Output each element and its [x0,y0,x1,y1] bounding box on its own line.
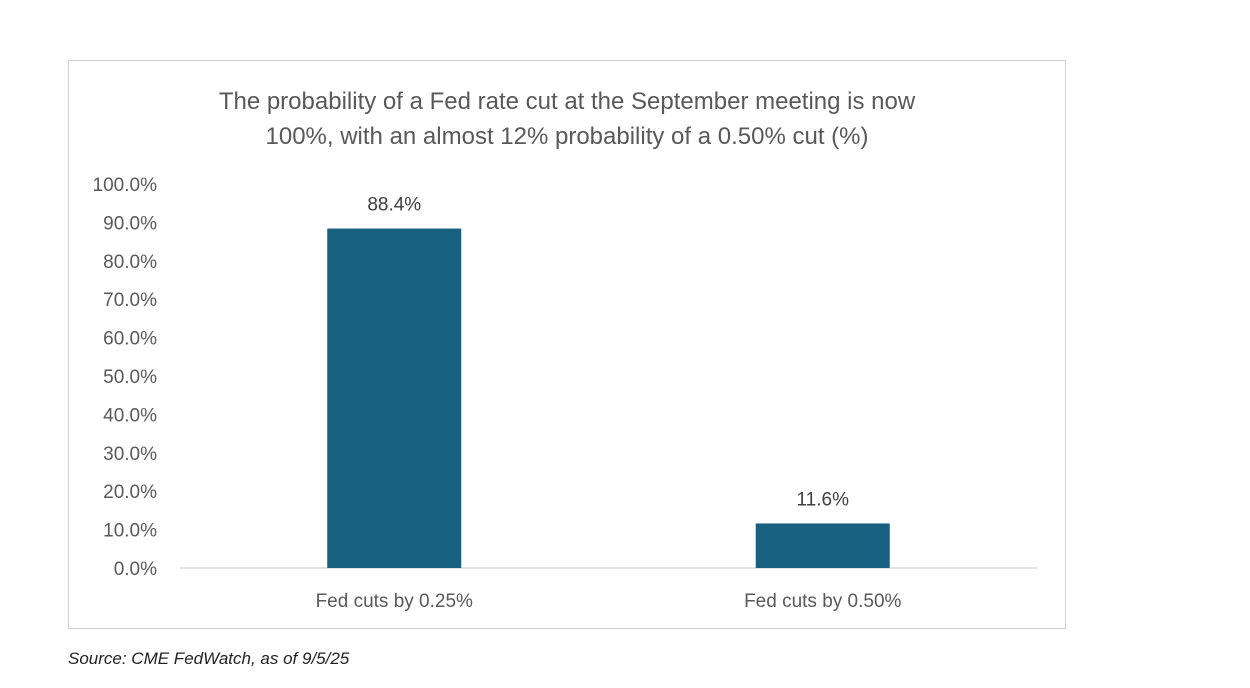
y-tick-label: 10.0% [103,521,157,542]
data-label: 88.4% [367,195,421,216]
chart-title-line-1: The probability of a Fed rate cut at the… [218,88,916,115]
y-tick-label: 50.0% [103,367,157,388]
chart-title: The probability of a Fed rate cut at the… [68,84,1066,154]
source-note: Source: CME FedWatch, as of 9/5/25 [68,649,350,668]
y-tick-label: 0.0% [114,559,157,580]
x-tick-label: Fed cuts by 0.25% [316,591,473,612]
bar [327,228,462,568]
y-tick-label: 60.0% [103,329,157,350]
chart-title-line-2: 100%, with an almost 12% probability of … [265,123,869,150]
y-tick-label: 80.0% [103,252,157,273]
y-tick-label: 70.0% [103,290,157,311]
y-tick-label: 20.0% [103,482,157,503]
y-tick-label: 40.0% [103,405,157,426]
y-tick-label: 30.0% [103,444,157,465]
data-label: 11.6% [797,489,850,510]
y-tick-label: 100.0% [93,175,158,196]
bar [755,523,890,568]
chart-frame [68,60,1066,629]
x-tick-label: Fed cuts by 0.50% [744,591,901,612]
y-tick-label: 90.0% [103,213,157,234]
